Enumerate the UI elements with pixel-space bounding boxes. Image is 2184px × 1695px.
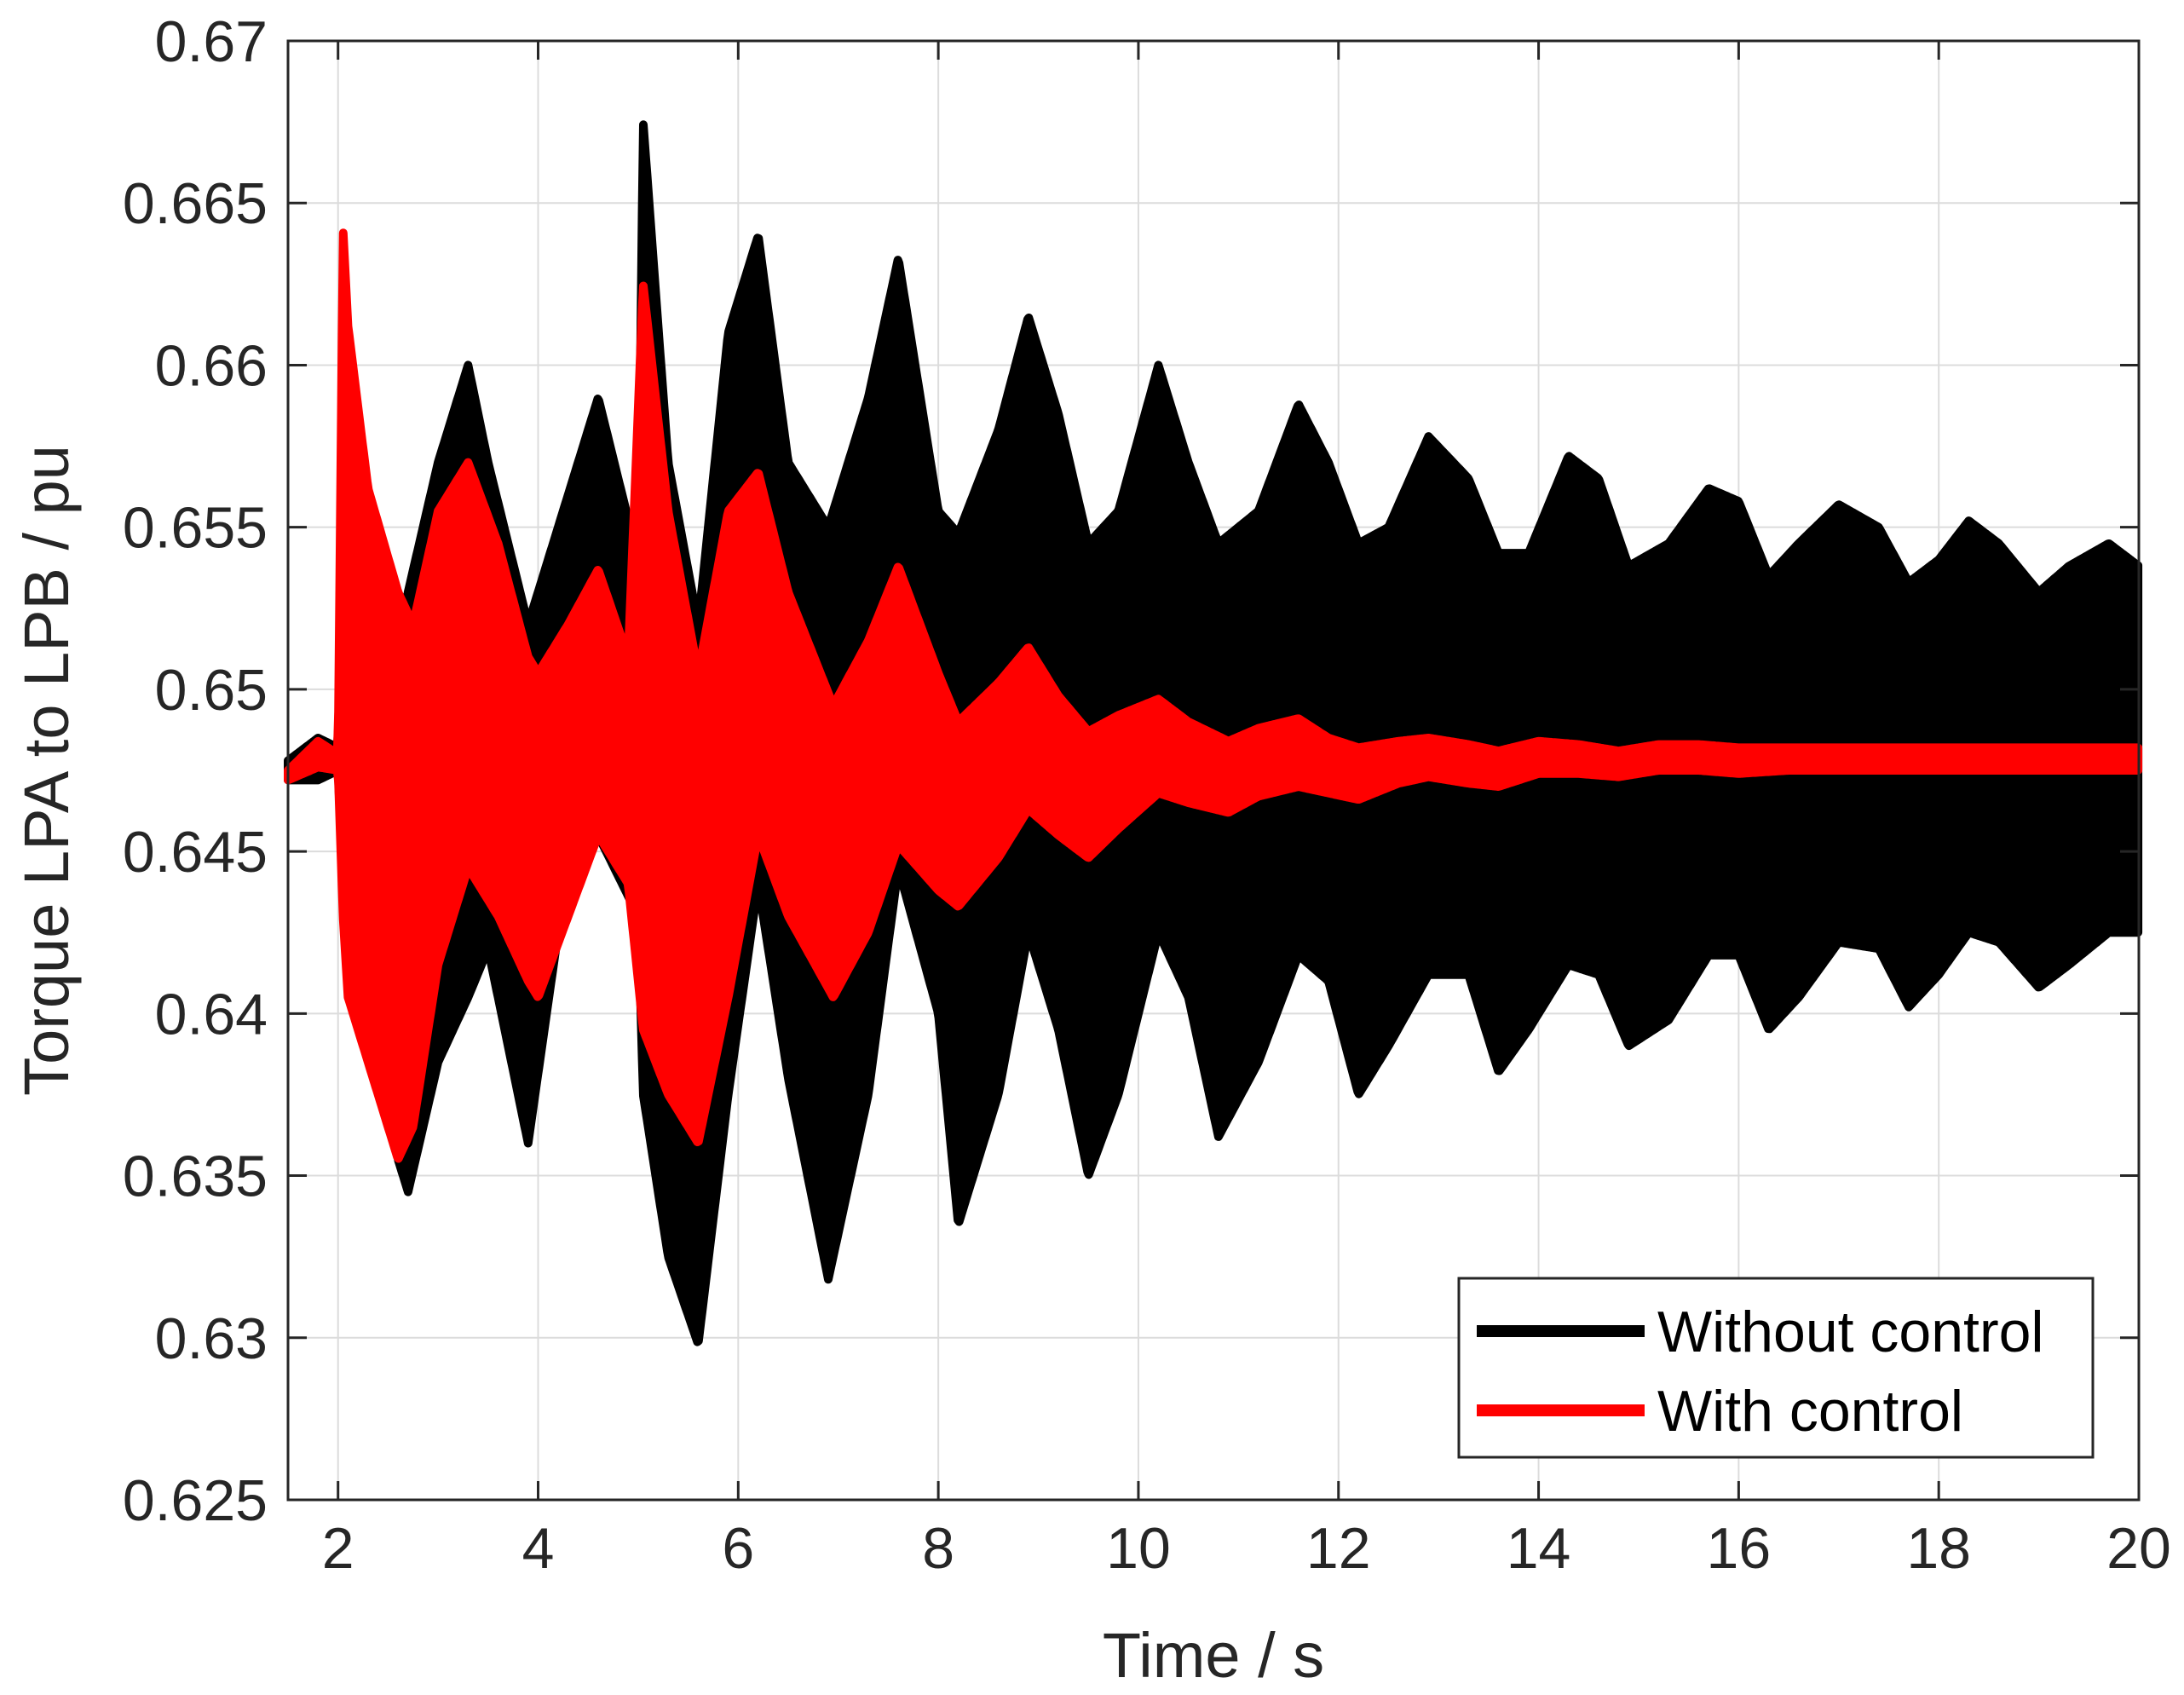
x-axis-label: Time / s (1103, 1620, 1324, 1691)
y-tick-label: 0.655 (123, 496, 268, 561)
y-tick-label: 0.64 (155, 982, 268, 1046)
x-tick-label: 12 (1306, 1516, 1371, 1581)
y-tick-label: 0.625 (123, 1468, 268, 1533)
x-tick-label: 4 (522, 1516, 555, 1581)
x-tick-label: 2 (322, 1516, 354, 1581)
y-tick-label: 0.63 (155, 1306, 268, 1371)
x-tick-label: 18 (1906, 1516, 1971, 1581)
y-tick-label: 0.665 (123, 171, 268, 236)
series-oscillation (286, 233, 2141, 1157)
legend-label-with-control: With control (1657, 1379, 1963, 1444)
axis-ticks (288, 39, 2141, 1502)
x-tick-label: 6 (722, 1516, 754, 1581)
legend-box (1457, 1277, 2095, 1459)
x-tick-label: 8 (922, 1516, 954, 1581)
legend-label-without-control: Without control (1657, 1300, 2044, 1364)
legend: Without control With control (1457, 1277, 2095, 1459)
x-tick-label: 16 (1707, 1516, 1772, 1581)
y-axis-label: Torque LPA to LPB / pu (11, 445, 82, 1096)
y-tick-label: 0.67 (155, 9, 268, 74)
y-tick-label: 0.65 (155, 658, 268, 723)
x-tick-label: 20 (2106, 1516, 2171, 1581)
x-tick-label: 14 (1507, 1516, 1571, 1581)
y-tick-label: 0.645 (123, 820, 268, 885)
plot-frame (286, 39, 2141, 1502)
y-tick-label: 0.635 (123, 1144, 268, 1209)
x-tick-label: 10 (1106, 1516, 1171, 1581)
tick-labels: 2 4 6 8 10 12 14 16 18 20 0.625 0.63 0.635 0.64 0.645 0… (123, 9, 2171, 1581)
y-tick-label: 0.66 (155, 333, 268, 398)
